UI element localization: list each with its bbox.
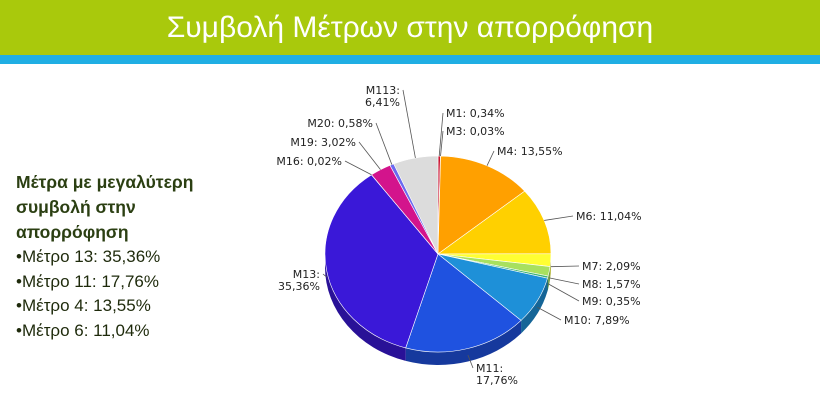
pie-side-m13 (325, 254, 406, 361)
leader-line-m1 (438, 112, 444, 157)
summary-item: •Μέτρο 11: 17,76% (16, 271, 160, 291)
leader-line-m19 (358, 141, 381, 170)
data-label-m113: M113: 6,41% (365, 84, 400, 109)
summary-heading: Μέτρα με μεγαλύτερη συμβολή στην απορρόφ… (16, 172, 194, 242)
data-label-m16: M16: 0,02% (276, 155, 342, 168)
pie-side-m8 (548, 266, 551, 290)
summary-item: •Μέτρο 6: 11,04% (16, 320, 150, 340)
data-label-m9: M9: 0,35% (582, 295, 641, 308)
data-label-m6: M6: 11,04% (576, 210, 642, 223)
leader-line-m9 (547, 283, 580, 302)
pie-side-m11 (405, 320, 522, 365)
pie-slice-m4 (437, 155, 526, 255)
leader-line-m6 (544, 215, 574, 221)
data-label-m3: M3: 0,03% (446, 125, 505, 138)
title-stripe (0, 55, 820, 64)
leader-line-m7 (550, 265, 580, 268)
pie-slice-m6 (437, 190, 552, 255)
data-label-m10: M10: 7,89% (564, 314, 630, 327)
data-label-m7: M7: 2,09% (582, 260, 641, 273)
title-bar (0, 0, 820, 55)
leader-line-m10 (537, 306, 562, 321)
data-label-m1: M1: 0,34% (446, 107, 505, 120)
leader-line-m13 (322, 273, 327, 278)
summary-item: •Μέτρο 4: 13,55% (16, 296, 151, 315)
page-title: Συμβολή Μέτρων στην απορρόφηση (166, 11, 654, 44)
leader-line-m113 (402, 89, 416, 159)
data-label-m8: M8: 1,57% (582, 278, 641, 291)
leader-line-m16 (344, 160, 372, 176)
pie-slice-m113 (393, 155, 439, 255)
data-label-m11: M11: 17,76% (476, 362, 518, 387)
summary-panel: Μέτρα με μεγαλύτερη συμβολή στην απορρόφ… (16, 170, 246, 343)
pie-side-m9 (547, 276, 549, 292)
leader-line-m11 (467, 354, 474, 369)
summary-item: •Μέτρο 13: 35,36% (16, 247, 161, 266)
leader-line-m20 (375, 122, 393, 165)
leader-line-m3 (440, 130, 444, 157)
leader-line-m8 (549, 277, 580, 285)
data-label-m19: M19: 3,02% (290, 136, 356, 149)
pie-slice-m13 (324, 174, 439, 349)
data-label-m13: M13: 35,36% (278, 268, 320, 293)
data-label-m20: M20: 0,58% (307, 117, 373, 130)
leader-line-m4 (486, 150, 495, 166)
pie-slice-m11 (405, 253, 522, 353)
data-label-m4: M4: 13,55% (497, 145, 563, 158)
